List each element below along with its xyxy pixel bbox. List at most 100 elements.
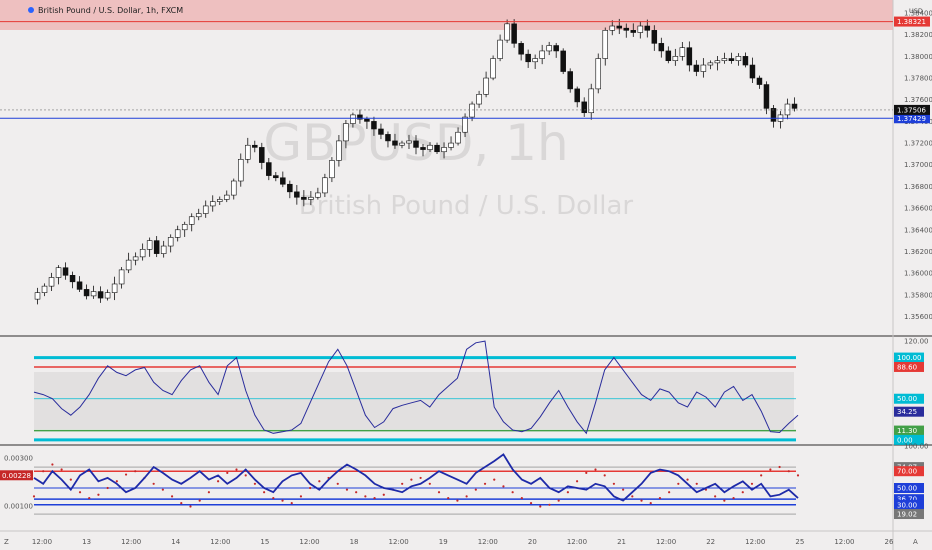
osc2-dot	[32, 495, 36, 498]
osc2-dot	[741, 491, 744, 494]
osc1-level-label: 11.30	[897, 427, 917, 435]
candle-body	[139, 248, 146, 258]
chart-title[interactable]: British Pound / U.S. Dollar, 1h, FXCM	[38, 6, 183, 15]
candle-body	[735, 56, 742, 61]
time-tick-label: 22	[706, 538, 715, 546]
osc2-dot	[318, 480, 321, 483]
time-tick-label: 26	[885, 538, 894, 546]
candle-body	[90, 291, 97, 297]
osc2-left-tick: 0.00100	[4, 503, 33, 511]
candle-body	[280, 177, 286, 185]
time-tick-label: 14	[171, 538, 180, 546]
candle-body	[784, 103, 791, 116]
candle-body	[525, 53, 531, 63]
candle-body	[721, 58, 728, 61]
candle-body	[406, 140, 412, 144]
price-tick-label: 1.36800	[904, 183, 932, 191]
candle-body	[483, 77, 489, 95]
candle-body	[476, 93, 482, 105]
candle-body	[700, 64, 707, 72]
last-price-tag	[894, 104, 930, 115]
candle-body	[83, 289, 90, 297]
candle-body	[223, 194, 230, 200]
osc2-dot	[640, 499, 643, 502]
time-tick-label: 15	[260, 538, 269, 546]
time-tick-label: 18	[350, 538, 359, 546]
candle-body	[371, 121, 377, 130]
candle-body	[104, 292, 111, 299]
candle-body	[385, 134, 391, 142]
price-level-tag	[894, 16, 930, 27]
osc1-current-label: 34.25	[897, 408, 917, 416]
osc2-dot	[152, 482, 155, 485]
candle-body	[41, 285, 48, 293]
osc2-dot	[401, 482, 404, 485]
osc2-dot	[207, 491, 210, 494]
osc2-level-label: 36.70	[897, 496, 917, 504]
osc2-dot	[124, 473, 128, 476]
osc2-level-tag	[894, 509, 924, 520]
candle-body	[301, 196, 307, 200]
candle-body	[567, 71, 573, 90]
candle-body	[238, 159, 244, 182]
candle-body	[308, 196, 314, 200]
candle-body	[469, 103, 475, 118]
candle-body	[231, 180, 237, 196]
osc2-dot	[612, 482, 616, 485]
osc2-dot	[60, 468, 63, 471]
osc1-line	[33, 340, 799, 435]
candle-body	[630, 30, 637, 33]
price-tick-label: 1.38400	[904, 10, 932, 18]
candle-body	[490, 58, 496, 79]
corner-left-label[interactable]: Z	[4, 538, 9, 546]
candle-body	[350, 114, 356, 124]
osc2-level-tag	[894, 499, 924, 510]
time-tick-label: 12:00	[32, 538, 52, 546]
osc2-dot	[649, 502, 652, 505]
candle-body	[357, 114, 363, 120]
currency-label: USD	[909, 7, 923, 15]
candle-body	[202, 205, 209, 214]
time-tick-label: 12:00	[656, 538, 676, 546]
osc2-current-left-tag	[0, 470, 33, 481]
time-tick-label: 12:00	[121, 538, 141, 546]
candle-body	[259, 147, 265, 163]
auto-scale-label[interactable]: A	[913, 538, 918, 546]
osc2-line	[33, 453, 799, 502]
candle-body	[55, 267, 62, 278]
osc1-current-tag	[894, 406, 924, 417]
osc2-level-tag	[894, 466, 924, 477]
osc2-dot	[78, 491, 82, 494]
price-tick-label: 1.36400	[904, 226, 932, 234]
candle-body	[287, 183, 293, 193]
osc2-dot	[244, 474, 247, 477]
candle-body	[329, 160, 335, 179]
candle-body	[322, 177, 328, 194]
candle-body	[749, 64, 756, 79]
osc1-level-label: 50.00	[897, 395, 917, 403]
candle-body	[742, 56, 749, 66]
candle-body	[609, 25, 616, 31]
candle-body	[756, 77, 763, 85]
resistance-zone	[0, 0, 893, 30]
osc2-dot	[88, 496, 91, 500]
osc2-level-tag	[894, 483, 924, 493]
osc1-level-tag	[894, 425, 924, 436]
osc2-dot	[299, 495, 303, 498]
candle-body	[686, 47, 693, 66]
candle-body	[420, 147, 426, 150]
osc2-dot	[594, 468, 597, 471]
osc2-dot	[447, 496, 450, 500]
candle-body	[132, 256, 139, 261]
osc2-dot	[410, 478, 413, 481]
candle-body	[160, 245, 167, 254]
osc2-dot	[253, 482, 257, 485]
osc2-dot	[364, 495, 367, 498]
osc2-dot	[677, 482, 680, 485]
osc2-dot	[778, 465, 781, 469]
candle-body	[336, 140, 342, 161]
osc2-dot	[42, 470, 45, 473]
candle-body	[770, 108, 777, 122]
osc2-dot	[428, 482, 431, 485]
